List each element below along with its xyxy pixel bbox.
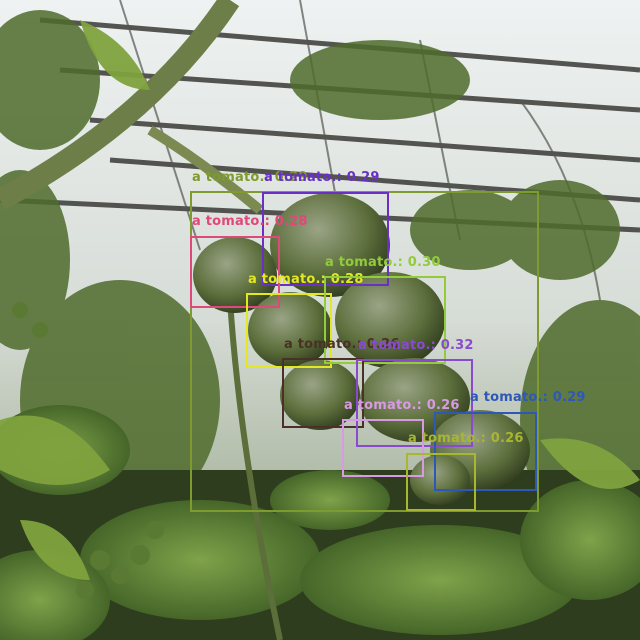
detection-label-9: a tomato.: 0.29	[470, 390, 586, 405]
detection-box-5	[324, 276, 446, 364]
detection-box-9	[434, 412, 537, 491]
detection-box-10	[406, 453, 476, 511]
detection-box-3	[190, 236, 280, 308]
detection-label-8: a tomato.: 0.26	[344, 398, 460, 413]
detection-label-7: a tomato.: 0.32	[358, 338, 474, 353]
detection-label-10: a tomato.: 0.26	[408, 431, 524, 446]
detection-label-2: a tomato.: 0.29	[264, 170, 380, 185]
detection-box-4	[246, 293, 332, 368]
detection-label-6: a tomato.: 0.26	[284, 337, 400, 352]
detection-label-3: a tomato.: 0.28	[192, 214, 308, 229]
detection-label-1: a tomato.: 0.29	[192, 170, 308, 185]
detection-box-8	[342, 419, 424, 477]
detection-box-7	[356, 359, 473, 447]
detection-box-6	[282, 358, 364, 428]
detection-label-5: a tomato.: 0.30	[325, 255, 441, 270]
